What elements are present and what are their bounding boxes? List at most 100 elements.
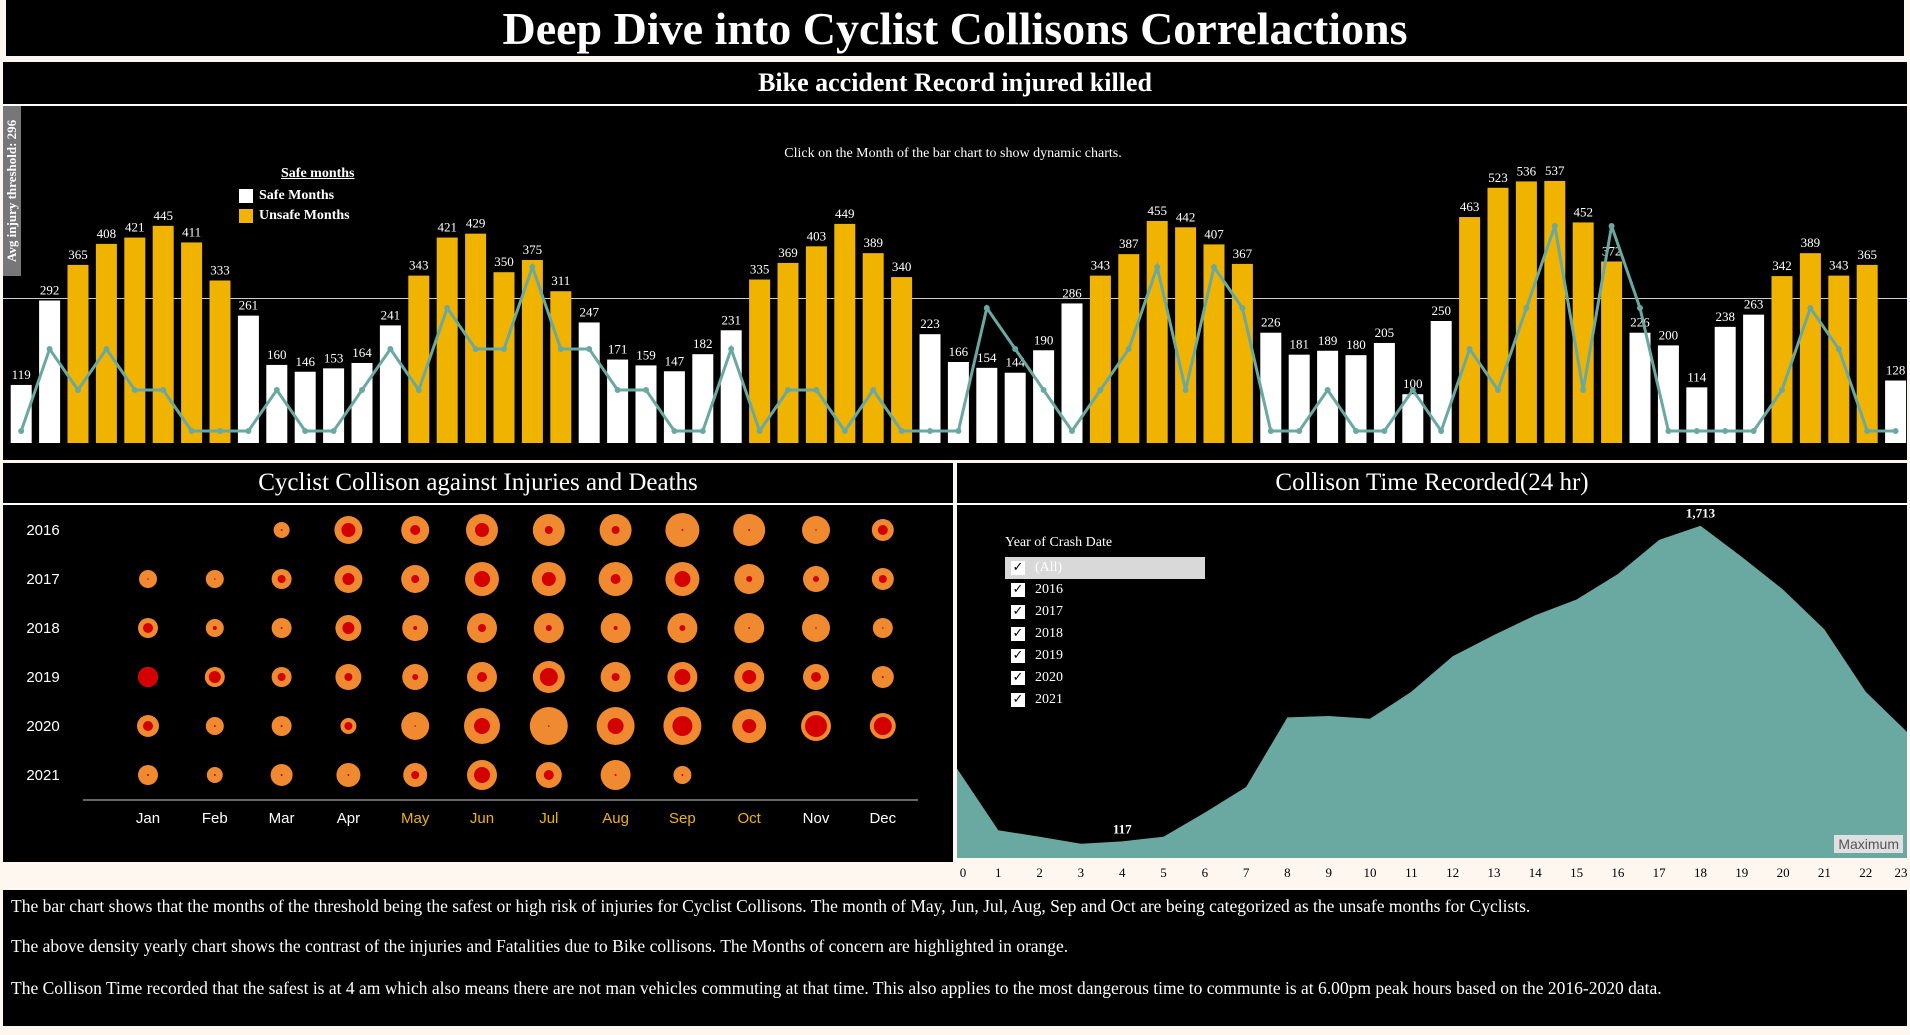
- bar-value-label: 449: [835, 206, 855, 221]
- filter-option-2017[interactable]: ✓ 2017: [1005, 601, 1205, 623]
- hour-tick-label: 19: [1735, 865, 1748, 880]
- legend-item-unsafe[interactable]: Unsafe Months: [239, 206, 355, 226]
- bar: [862, 253, 884, 443]
- bar: [1544, 180, 1566, 443]
- bar-value-label: 241: [381, 307, 401, 322]
- legend-item-safe[interactable]: Safe Months: [239, 186, 355, 206]
- legend-label-safe: Safe Months: [259, 188, 335, 203]
- note-bubble-chart: The above density yearly chart shows the…: [11, 936, 1069, 956]
- death-bubble: [138, 667, 158, 687]
- filter-option-label: 2021: [1035, 692, 1063, 707]
- death-bubble: [342, 573, 355, 585]
- checkbox-icon[interactable]: ✓: [1011, 648, 1025, 663]
- filter-option-2021[interactable]: ✓ 2021: [1005, 689, 1205, 711]
- bubble-chart[interactable]: 2016 2017 2018 2019 2020 2021 Jan Feb Mar Apr May J…: [3, 505, 953, 862]
- bar-value-label: 238: [1715, 309, 1735, 324]
- bar: [408, 275, 430, 443]
- line-point: [273, 387, 280, 393]
- death-bubble: [347, 774, 350, 776]
- bar: [10, 384, 32, 443]
- bar: [181, 242, 203, 443]
- death-bubble: [208, 671, 221, 683]
- death-bubble: [410, 525, 421, 535]
- checkbox-icon[interactable]: ✓: [1011, 626, 1025, 641]
- bar-chart[interactable]: 119 292 365 408 421 445 411 333 261 160 146 153 164 2…: [3, 106, 1907, 460]
- line-point: [927, 428, 933, 434]
- hour-tick-label: 15: [1570, 865, 1583, 880]
- bar-value-label: 407: [1204, 226, 1224, 241]
- hour-tick-label: 7: [1243, 865, 1250, 880]
- line-point: [1864, 428, 1871, 434]
- filter-option-2018[interactable]: ✓ 2018: [1005, 623, 1205, 645]
- death-bubble: [214, 578, 216, 580]
- checkbox-icon[interactable]: ✓: [1011, 670, 1025, 685]
- bar-value-label: 389: [863, 235, 883, 250]
- bar-value-label: 421: [125, 220, 145, 235]
- line-point: [1438, 428, 1445, 434]
- bar-value-label: 369: [778, 245, 798, 260]
- line-point: [557, 346, 564, 352]
- line-point: [131, 387, 138, 393]
- death-bubble: [815, 529, 817, 531]
- filter-option-2019[interactable]: ✓ 2019: [1005, 645, 1205, 667]
- checkbox-icon[interactable]: ✓: [1011, 560, 1025, 575]
- month-label: May: [401, 810, 430, 827]
- bar-value-label: 223: [920, 316, 940, 331]
- area-chart[interactable]: 0 1 2 3 4 5 6 7 8 9 10 11 12 13 14 15 16 17 18 19 20 21 22 2311…: [957, 505, 1908, 885]
- hour-tick-label: 0: [960, 865, 967, 880]
- death-bubble: [611, 673, 620, 681]
- year-filter-title: Year of Crash Date: [1005, 535, 1113, 550]
- bar: [1828, 275, 1850, 443]
- bar: [1061, 303, 1083, 443]
- filter-option-2020[interactable]: ✓ 2020: [1005, 667, 1205, 689]
- filter-option-2016[interactable]: ✓ 2016: [1005, 579, 1205, 601]
- bar-value-label: 343: [1091, 258, 1111, 273]
- hour-tick-label: 21: [1818, 865, 1831, 880]
- bar: [1487, 187, 1509, 443]
- hour-tick-label: 9: [1325, 865, 1332, 880]
- death-bubble: [474, 718, 490, 734]
- death-bubble: [881, 676, 884, 678]
- line-point: [1580, 387, 1587, 393]
- bar-value-label: 340: [892, 259, 912, 274]
- maximum-button[interactable]: Maximum: [1834, 835, 1903, 853]
- death-bubble: [213, 725, 216, 727]
- checkbox-icon[interactable]: ✓: [1011, 692, 1025, 707]
- bar: [67, 264, 89, 443]
- bubble-chart-title: Cyclist Collison against Injuries and De…: [3, 463, 953, 505]
- checkbox-icon[interactable]: ✓: [1011, 582, 1025, 597]
- bar-value-label: 411: [182, 224, 201, 239]
- year-filter: Year of Crash Date ✓ (All) ✓ 2016 ✓ 2017 ✓ 2…: [1005, 535, 1205, 711]
- checkbox-icon[interactable]: ✓: [1011, 604, 1025, 619]
- hour-tick-label: 8: [1284, 865, 1291, 880]
- line-point: [103, 346, 110, 352]
- bar-value-label: 429: [466, 216, 486, 231]
- line-point: [1125, 346, 1132, 352]
- bar: [1175, 227, 1197, 443]
- bar: [1004, 372, 1026, 443]
- bar-value-label: 181: [1289, 337, 1309, 352]
- hour-tick-label: 1: [995, 865, 1002, 880]
- line-point: [1750, 428, 1757, 434]
- bar: [1260, 332, 1282, 443]
- death-bubble: [748, 627, 751, 629]
- line-point: [728, 346, 735, 352]
- line-point: [1807, 305, 1814, 311]
- bar: [1203, 244, 1225, 443]
- death-bubble: [212, 626, 217, 630]
- filter-option-all[interactable]: ✓ (All): [1005, 557, 1205, 579]
- bar-value-label: 375: [523, 242, 543, 257]
- notes-panel: The bar chart shows that the months of t…: [3, 890, 1907, 1026]
- bar: [919, 334, 941, 443]
- bar: [1430, 321, 1452, 443]
- bar-value-label: 226: [1261, 315, 1281, 330]
- death-bubble: [672, 716, 693, 736]
- bar: [777, 262, 799, 443]
- bar-value-label: 189: [1318, 333, 1338, 348]
- bar-value-label: 114: [1687, 369, 1707, 384]
- bar: [1743, 314, 1765, 443]
- line-point: [1211, 264, 1217, 270]
- bar: [834, 223, 856, 443]
- line-point: [1495, 387, 1501, 393]
- death-bubble: [341, 523, 356, 537]
